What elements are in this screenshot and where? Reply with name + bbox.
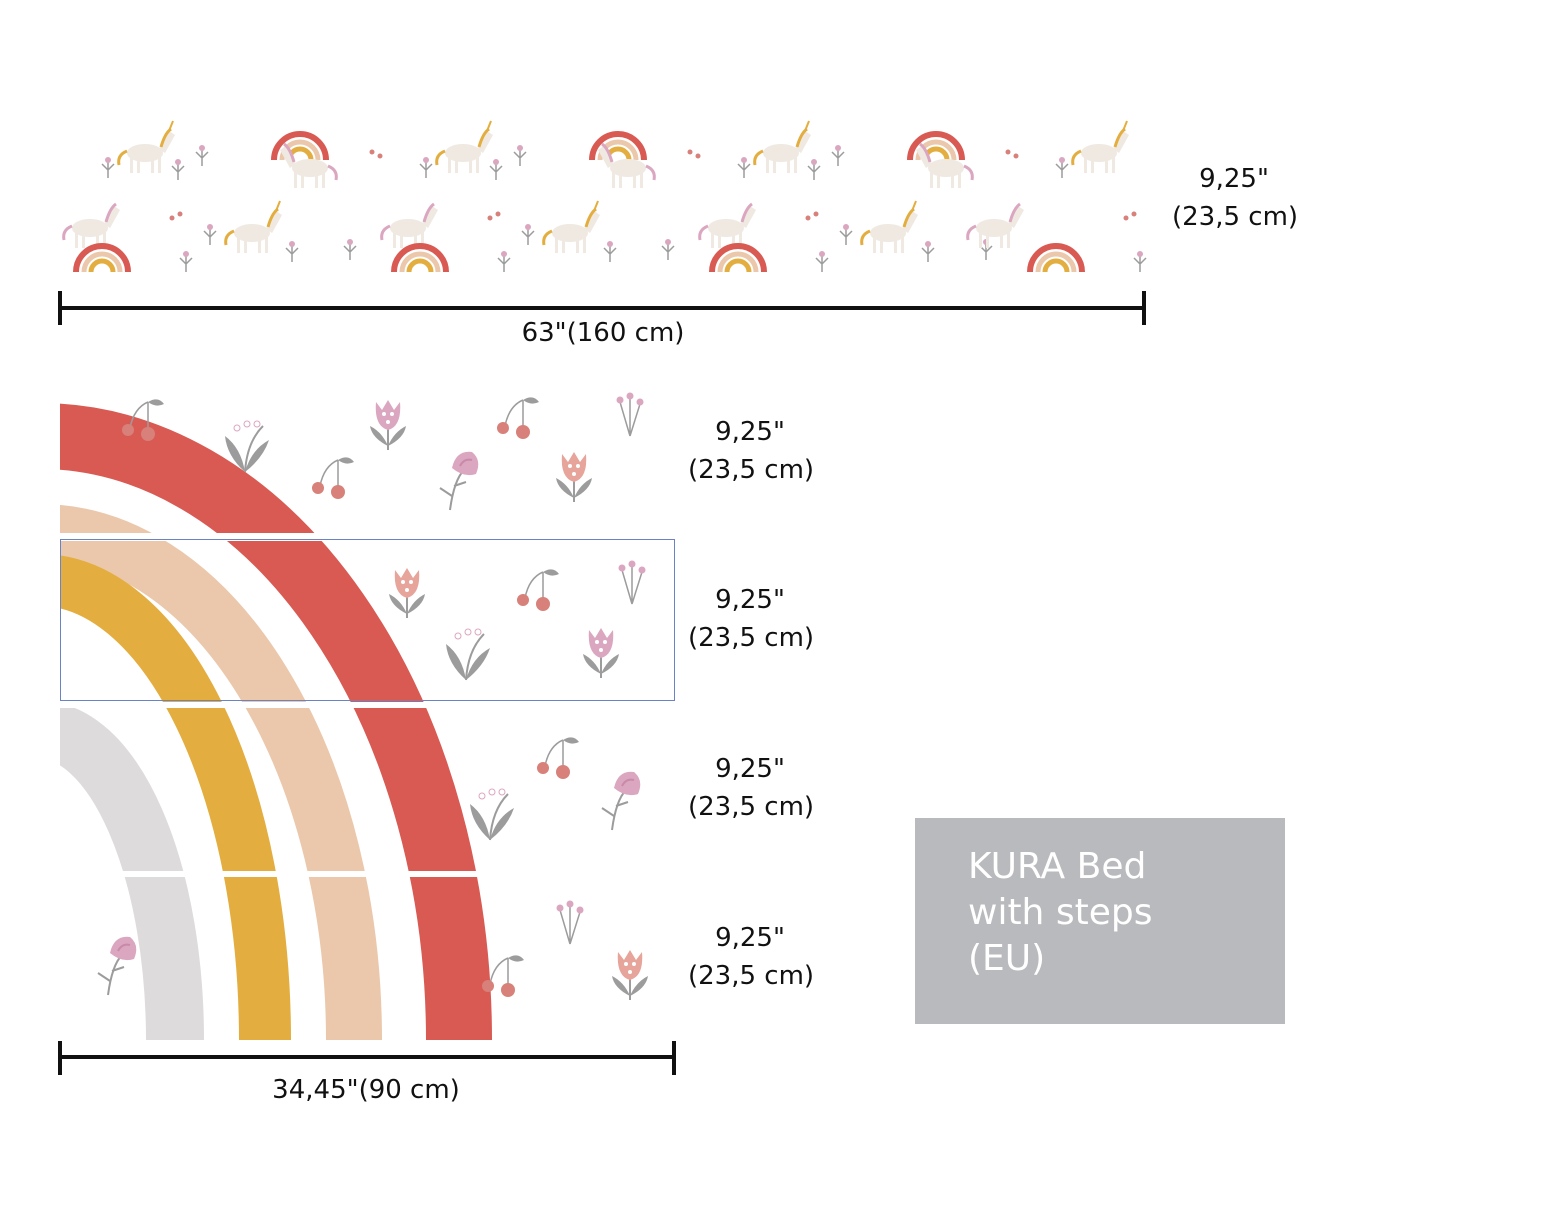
bed-model-line-1: KURA Bed	[968, 846, 1147, 887]
panel-2-height-label: 9,25" (23,5 cm)	[688, 581, 815, 657]
panel-4-height-label: 9,25" (23,5 cm)	[688, 919, 815, 995]
rainbow-arc-grey	[60, 703, 204, 1040]
panel-2-height-inches: 9,25"	[715, 585, 785, 615]
top-pattern-strip	[62, 119, 1147, 272]
panel-1-height-label: 9,25" (23,5 cm)	[688, 413, 815, 489]
bed-model-box: KURA Bed with steps (EU)	[915, 818, 1285, 1024]
panel-2-height-cm: (23,5 cm)	[688, 623, 815, 653]
panel-3-height-cm: (23,5 cm)	[688, 792, 815, 822]
top-height-cm: (23,5 cm)	[1172, 202, 1299, 232]
selected-panel-outline	[60, 539, 675, 701]
rainbow-arc-yellow	[60, 555, 291, 1040]
panel-3-height-label: 9,25" (23,5 cm)	[688, 750, 815, 826]
ruler-tick-right	[1142, 291, 1146, 325]
bed-model-text: KURA Bed with steps (EU)	[968, 844, 1278, 982]
panel-1-height-cm: (23,5 cm)	[688, 455, 815, 485]
rainbow-arc-peach	[60, 504, 382, 1040]
panel-1-height-inches: 9,25"	[715, 417, 785, 447]
rainbow-panels	[60, 391, 674, 1040]
panel-3-height-inches: 9,25"	[715, 754, 785, 784]
bottom-width-label: 34,45"(90 cm)	[272, 1075, 460, 1105]
rainbow-arc-red	[60, 403, 492, 1040]
ruler-line	[58, 306, 1146, 310]
top-height-label: 9,25" (23,5 cm)	[1172, 160, 1299, 236]
panel-4-height-cm: (23,5 cm)	[688, 961, 815, 991]
top-height-inches: 9,25"	[1199, 164, 1269, 194]
top-width-label: 63"(160 cm)	[521, 318, 685, 348]
bed-model-line-3: (EU)	[968, 938, 1046, 979]
ruler-tick-right	[672, 1041, 676, 1075]
panel-4-height-inches: 9,25"	[715, 923, 785, 953]
bed-model-line-2: with steps	[968, 892, 1153, 933]
ruler-line	[58, 1055, 676, 1059]
